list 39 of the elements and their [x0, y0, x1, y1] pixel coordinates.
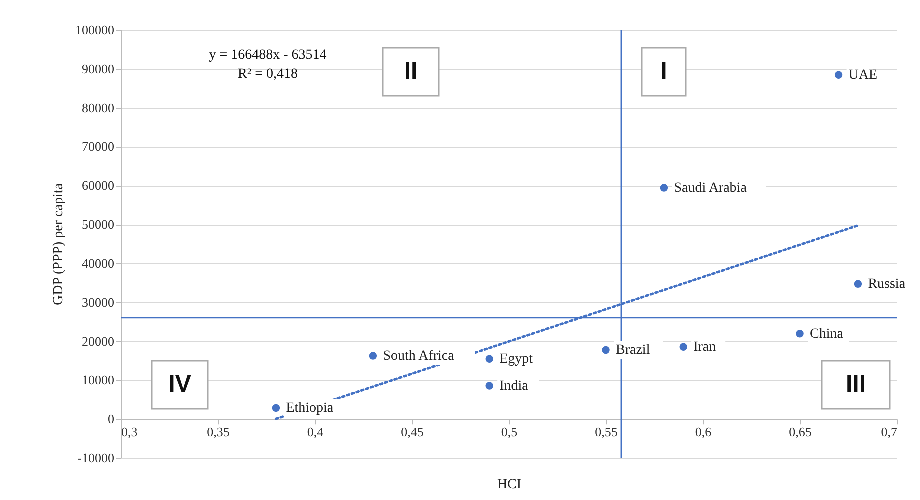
series-label: Iran: [694, 340, 716, 356]
x-tick-label: 0,7: [881, 424, 898, 440]
y-axis-title: GDP (PPP) per capita: [52, 182, 66, 306]
annotation: III: [846, 371, 866, 398]
series-label: China: [810, 326, 844, 342]
annotation: II: [404, 58, 418, 85]
y-tick-label: 100000: [76, 22, 114, 38]
y-tick-label: 60000: [82, 178, 114, 194]
annotation: R² = 0,418: [238, 67, 298, 82]
x-tick-label: 0,55: [595, 424, 618, 440]
y-tick-label: 0: [108, 412, 114, 427]
x-tick-label: 0,6: [695, 424, 712, 440]
y-tick-label: 30000: [82, 294, 114, 310]
x-tick-label: 0,4: [307, 424, 324, 440]
x-tick-label: 0,35: [207, 424, 230, 440]
x-tick-label: 0,5: [501, 424, 518, 440]
series-label: Egypt: [500, 352, 534, 368]
series-label: UAE: [848, 68, 878, 84]
series-label: Brazil: [616, 343, 650, 358]
y-tick-label: 40000: [82, 256, 114, 271]
y-tick-label: -10000: [78, 450, 114, 466]
x-axis-title: HCI: [497, 478, 522, 493]
y-tick-label: 90000: [82, 61, 114, 76]
annotation: IV: [168, 371, 192, 398]
x-tick-label: 0,65: [789, 424, 812, 440]
series-label: India: [500, 379, 530, 394]
annotation: y = 166488x - 63514: [209, 48, 327, 63]
annotation: I: [660, 58, 668, 85]
x-tick-label: 0,3: [122, 424, 138, 440]
y-tick-label: 20000: [82, 334, 114, 349]
y-tick-label: 10000: [82, 372, 114, 388]
y-tick-label: 70000: [82, 139, 114, 154]
series-label: Saudi Arabia: [674, 180, 748, 196]
series-label: Ethiopia: [286, 401, 334, 416]
y-tick-label: 50000: [82, 217, 114, 232]
x-tick-label: 0,45: [401, 424, 424, 440]
series-label: Russia: [868, 277, 906, 292]
y-tick-label: 80000: [82, 100, 114, 116]
series-label: South Africa: [383, 349, 456, 364]
